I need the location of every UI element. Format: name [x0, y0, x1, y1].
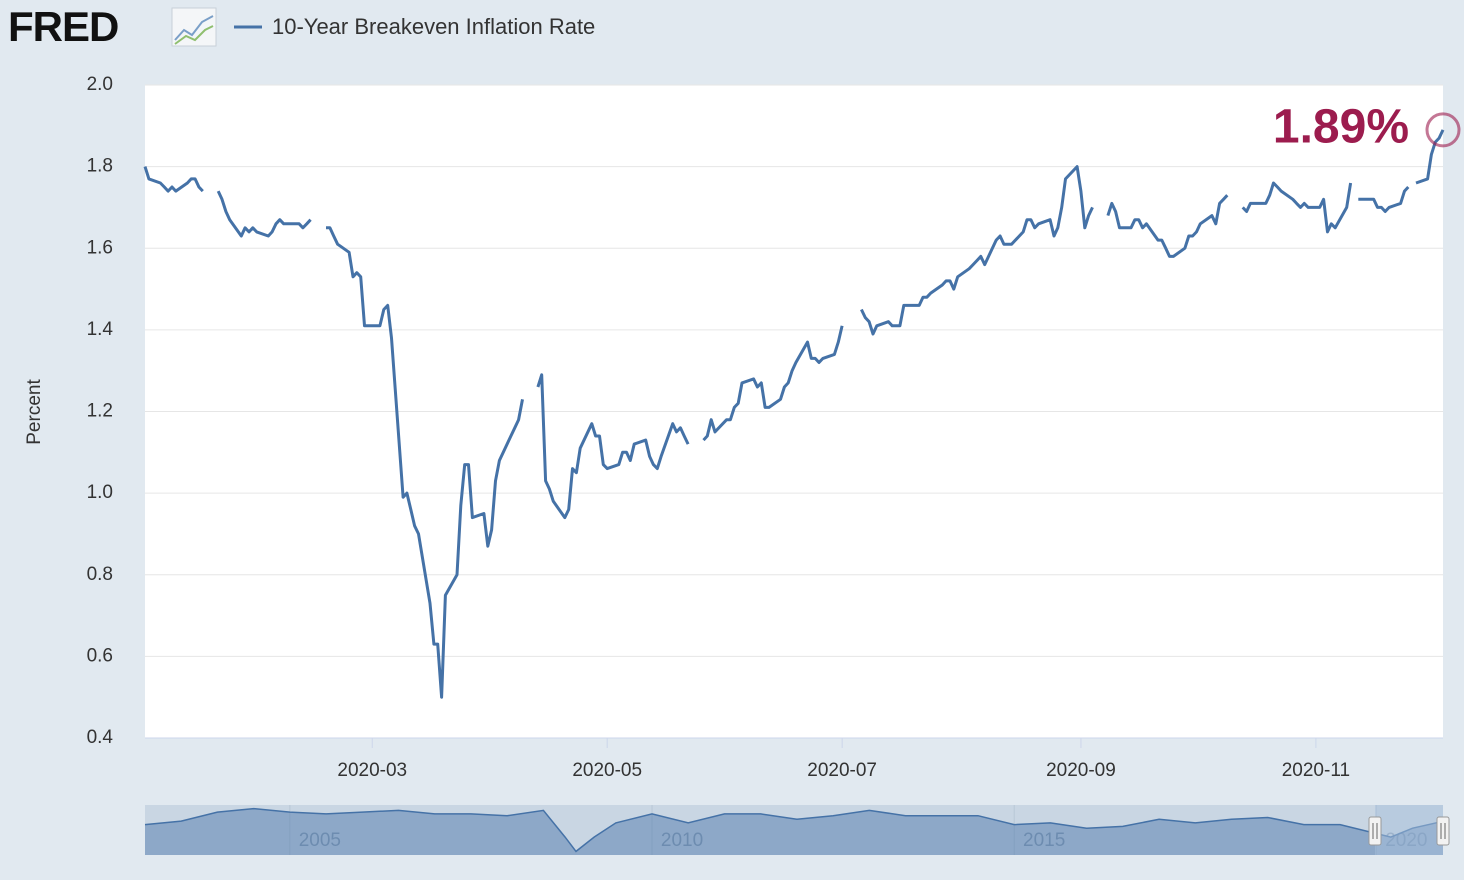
- navigator: [145, 805, 1443, 855]
- logo: FRED: [8, 3, 118, 50]
- y-tick-label: 1.8: [87, 156, 113, 177]
- x-tick-label: 2020-09: [1046, 760, 1116, 781]
- y-tick-label: 1.6: [87, 237, 113, 258]
- highlight-marker: [1425, 112, 1461, 148]
- legend-label: 10-Year Breakeven Inflation Rate: [272, 14, 595, 39]
- navigator-tick-label: 2015: [1023, 830, 1065, 851]
- navigator-tick-label: 2010: [661, 830, 703, 851]
- y-axis-label: Percent: [24, 379, 45, 445]
- navigator-line: [144, 807, 1444, 853]
- y-tick-label: 1.4: [87, 319, 114, 340]
- y-tick-label: 0.8: [87, 564, 113, 585]
- logo-icon: [171, 7, 217, 47]
- x-tick-label: 2020-03: [337, 760, 407, 781]
- x-tick-label: 2020-07: [807, 760, 877, 781]
- x-tick-label: 2020-05: [572, 760, 642, 781]
- navigator-tick-label: 2005: [299, 830, 341, 851]
- series-line: [143, 129, 1445, 699]
- navigator-handle: [1368, 816, 1382, 846]
- y-tick-label: 1.2: [87, 401, 113, 422]
- y-tick-label: 2.0: [87, 74, 113, 95]
- y-tick-label: 0.4: [87, 727, 114, 748]
- y-tick-label: 0.6: [87, 645, 113, 666]
- x-tick-label: 2020-11: [1282, 760, 1350, 781]
- navigator-area: [145, 808, 1443, 855]
- annotation: 1.89%: [1273, 101, 1409, 154]
- navigator-selection: [1375, 805, 1443, 855]
- navigator-handle: [1436, 816, 1450, 846]
- y-tick-label: 1.0: [87, 482, 113, 503]
